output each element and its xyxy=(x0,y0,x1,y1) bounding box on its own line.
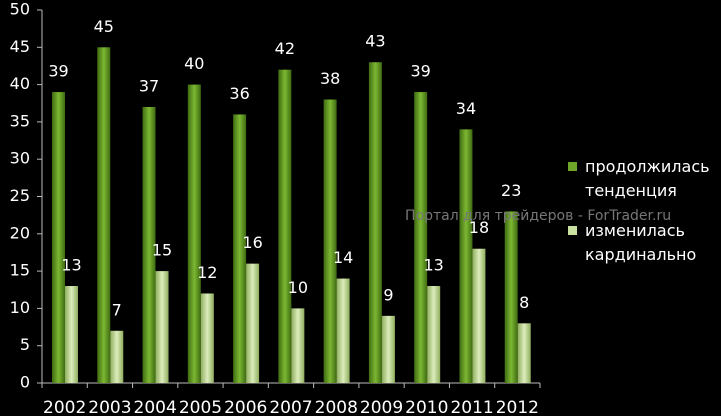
data-label: 15 xyxy=(152,241,172,260)
data-label: 16 xyxy=(242,233,262,252)
data-label: 39 xyxy=(48,62,68,81)
bar xyxy=(427,286,441,383)
y-tick-label: 30 xyxy=(10,149,30,168)
x-tick-label: 2004 xyxy=(134,398,177,416)
bar xyxy=(97,47,111,384)
bar xyxy=(65,286,78,383)
legend-label: изменилась кардинально xyxy=(585,221,697,264)
x-tick-label: 2002 xyxy=(43,398,86,416)
data-label: 38 xyxy=(320,69,340,88)
bar xyxy=(336,278,350,383)
data-label: 9 xyxy=(383,285,393,304)
x-tick-label: 2003 xyxy=(88,398,131,416)
x-tick-label: 2010 xyxy=(405,398,448,416)
x-tick-label: 2005 xyxy=(179,398,222,416)
legend-label: продолжилась тенденция xyxy=(585,157,710,200)
bar xyxy=(246,263,260,383)
bar xyxy=(110,330,124,383)
bar xyxy=(459,129,473,383)
bar xyxy=(504,211,518,383)
data-label: 45 xyxy=(94,17,114,36)
bar xyxy=(155,271,169,383)
y-tick-label: 15 xyxy=(10,261,30,280)
data-label: 39 xyxy=(411,62,431,81)
data-label: 36 xyxy=(229,84,249,103)
bar xyxy=(517,323,531,383)
bar xyxy=(233,114,247,383)
data-label: 37 xyxy=(139,76,159,95)
data-label: 7 xyxy=(112,300,122,319)
data-label: 40 xyxy=(184,54,204,73)
y-tick-label: 20 xyxy=(10,223,30,242)
x-tick-label: 2012 xyxy=(496,398,539,416)
bar xyxy=(381,315,395,383)
y-tick-label: 10 xyxy=(10,298,30,317)
bar xyxy=(291,308,305,383)
y-tick-label: 5 xyxy=(20,335,30,354)
bar xyxy=(200,293,214,383)
bar xyxy=(323,99,337,384)
bar xyxy=(278,69,292,384)
bar xyxy=(142,106,156,383)
bar xyxy=(52,92,65,383)
data-label: 42 xyxy=(275,39,295,58)
x-tick-label: 2007 xyxy=(269,398,312,416)
y-tick-label: 25 xyxy=(10,186,30,205)
data-label: 18 xyxy=(469,218,489,237)
data-label: 12 xyxy=(197,263,217,282)
x-tick-label: 2009 xyxy=(360,398,403,416)
y-tick-label: 35 xyxy=(10,111,30,130)
bar xyxy=(414,92,428,383)
legend-swatch xyxy=(568,162,577,171)
legend-item: продолжилась тенденция xyxy=(568,155,718,203)
x-tick-label: 2008 xyxy=(315,398,358,416)
data-label: 10 xyxy=(288,278,308,297)
data-label: 43 xyxy=(365,32,385,51)
watermark: Портал для трейдеров - ForTrader.ru xyxy=(405,208,672,224)
bar xyxy=(368,62,382,383)
data-label: 8 xyxy=(519,293,529,312)
data-label: 13 xyxy=(61,256,81,275)
legend-item: изменилась кардинально xyxy=(568,219,718,267)
data-label: 34 xyxy=(456,99,476,118)
y-tick-label: 40 xyxy=(10,74,30,93)
x-tick-label: 2006 xyxy=(224,398,267,416)
data-label: 14 xyxy=(333,248,353,267)
bar xyxy=(187,84,201,383)
y-tick-label: 0 xyxy=(20,373,30,392)
bar xyxy=(472,248,486,383)
legend-swatch xyxy=(568,226,577,235)
y-tick-label: 50 xyxy=(10,0,30,19)
y-tick-label: 45 xyxy=(10,37,30,56)
x-tick-label: 2011 xyxy=(450,398,493,416)
data-label: 23 xyxy=(501,181,521,200)
data-label: 13 xyxy=(424,256,444,275)
